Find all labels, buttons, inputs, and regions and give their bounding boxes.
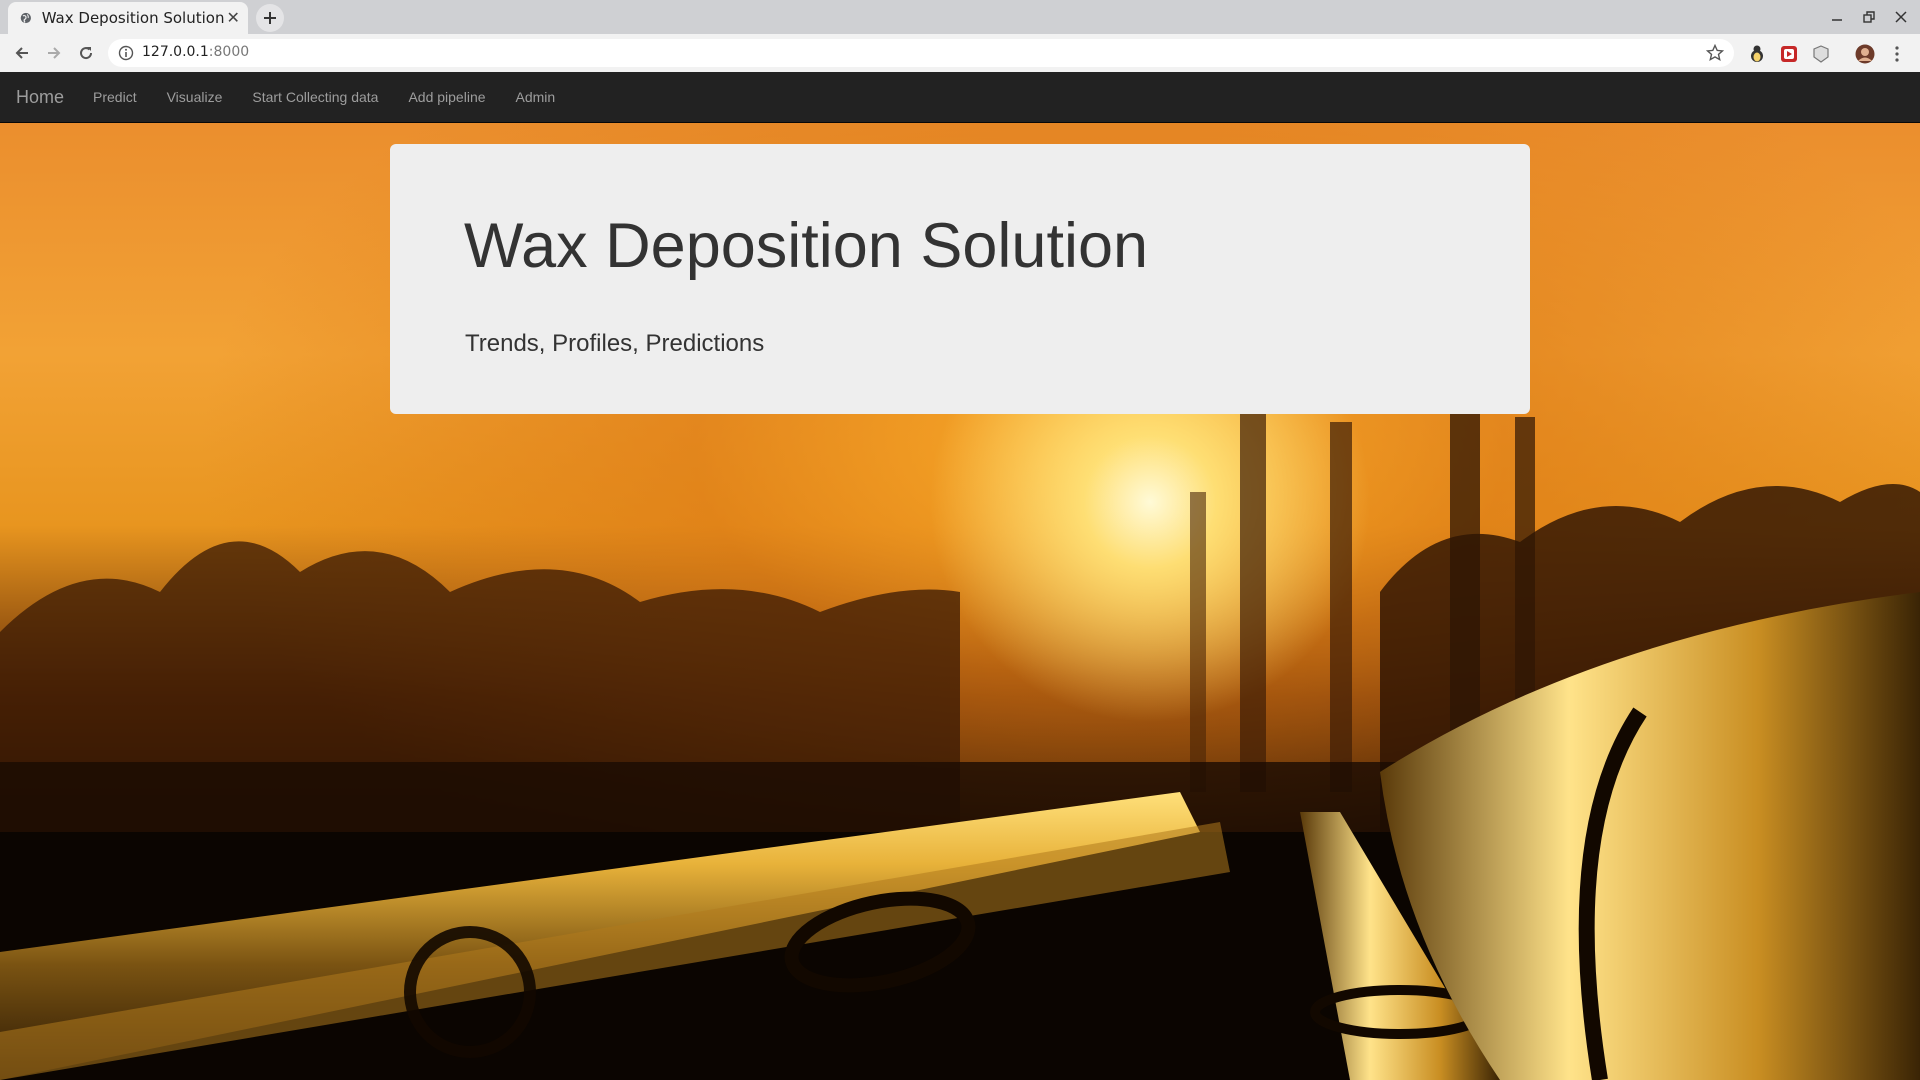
globe-icon — [20, 12, 31, 24]
close-tab-icon[interactable]: ✕ — [226, 10, 240, 27]
browser-menu-button[interactable] — [1887, 44, 1907, 64]
address-bar[interactable]: 127.0.0.1:8000 — [108, 39, 1734, 67]
profile-avatar[interactable] — [1855, 44, 1875, 64]
forward-button[interactable] — [40, 39, 68, 67]
restore-icon — [1863, 11, 1875, 23]
plus-icon — [264, 12, 276, 24]
minimize-window-button[interactable] — [1820, 0, 1854, 34]
nav-start-collecting-link[interactable]: Start Collecting data — [252, 89, 379, 105]
browser-tab[interactable]: Wax Deposition Solution ✕ — [8, 2, 248, 34]
new-tab-button[interactable] — [256, 4, 284, 32]
page-viewport: Home Predict Visualize Start Collecting … — [0, 72, 1920, 1080]
arrow-left-icon — [15, 47, 28, 59]
nav-home-link[interactable]: Home — [16, 86, 65, 107]
extension-button[interactable] — [1779, 44, 1799, 64]
extension-button[interactable] — [1747, 44, 1767, 64]
close-window-button[interactable] — [1884, 0, 1918, 34]
url-text: 127.0.0.1:8000 — [142, 44, 249, 60]
close-icon — [1895, 11, 1907, 23]
avatar-icon — [1855, 44, 1875, 64]
url-host: 127.0.0.1 — [142, 44, 209, 60]
reload-icon — [80, 47, 93, 60]
page-subtitle: Trends, Profiles, Predictions — [465, 330, 765, 357]
background-image — [0, 402, 1920, 1080]
minimize-icon — [1832, 19, 1842, 21]
url-port: :8000 — [208, 44, 250, 60]
nav-add-pipeline-link[interactable]: Add pipeline — [408, 89, 486, 105]
arrow-right-icon — [48, 47, 61, 59]
browser-toolbar: 127.0.0.1:8000 — [0, 34, 1920, 72]
hero-jumbotron: Wax Deposition Solution Trends, Profiles… — [390, 144, 1530, 414]
reload-button[interactable] — [72, 39, 100, 67]
nav-predict-link[interactable]: Predict — [93, 89, 137, 105]
restore-window-button[interactable] — [1852, 0, 1886, 34]
extension-button[interactable] — [1811, 44, 1831, 64]
info-icon[interactable] — [118, 45, 134, 61]
extension-shield-icon — [1813, 45, 1829, 63]
extension-penguin-icon — [1751, 45, 1763, 62]
nav-visualize-link[interactable]: Visualize — [166, 89, 223, 105]
nav-admin-link[interactable]: Admin — [515, 89, 556, 105]
more-vert-icon — [1895, 46, 1899, 62]
extension-red-icon — [1781, 46, 1797, 62]
page-title: Wax Deposition Solution — [464, 211, 1149, 281]
top-navbar: Home Predict Visualize Start Collecting … — [0, 72, 1920, 123]
tab-title: Wax Deposition Solution — [41, 9, 225, 27]
back-button[interactable] — [8, 39, 36, 67]
browser-tab-strip: Wax Deposition Solution ✕ — [0, 0, 1920, 34]
bookmark-star-icon[interactable] — [1706, 44, 1724, 62]
